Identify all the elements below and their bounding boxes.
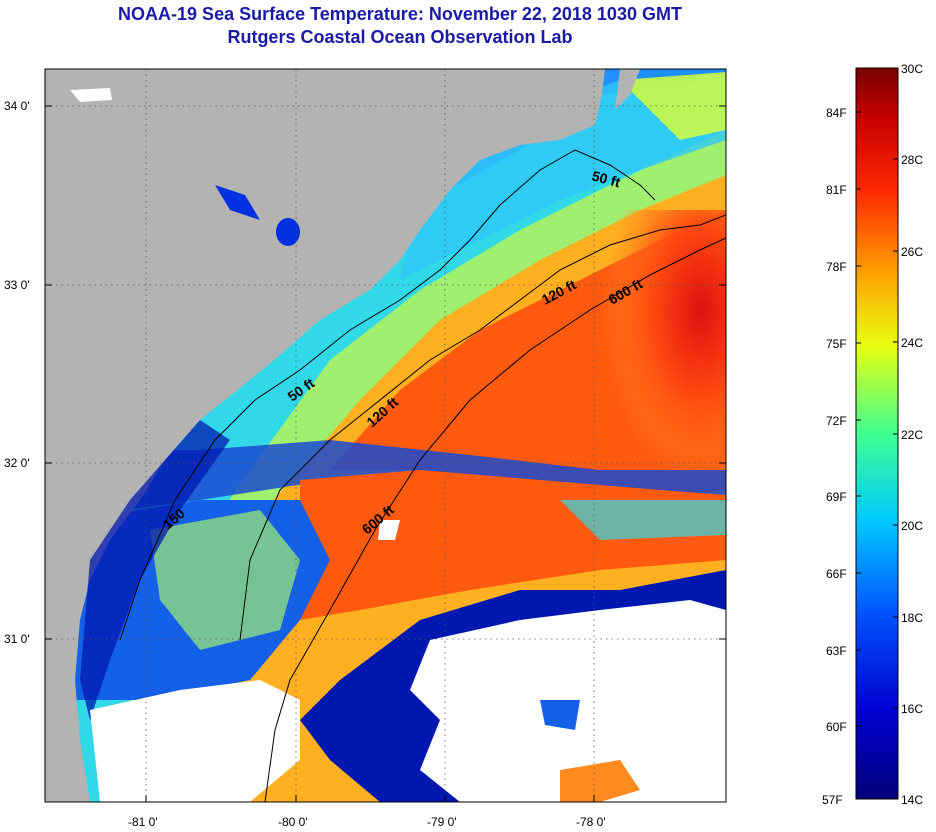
southern-mid-shelf — [150, 510, 300, 650]
map-subtitle: Rutgers Coastal Ocean Observation Lab — [227, 27, 573, 47]
contour-600ft — [264, 237, 726, 802]
cool-filament — [560, 500, 726, 540]
contour-50ft — [119, 149, 656, 641]
gulf-stream-core — [560, 210, 726, 500]
map-frame — [44, 68, 727, 803]
coastal-cold-water — [80, 420, 230, 720]
colorbar-label-78f: 78F — [826, 260, 847, 274]
inland-lake — [276, 218, 300, 246]
inland-cloud-patch — [70, 88, 112, 102]
grid-lines — [45, 69, 726, 802]
lat-label-33: 33 0' — [4, 278, 30, 292]
colorbar-label-16c: 16C — [901, 702, 923, 716]
colorbar-label-14c: 14C — [901, 793, 923, 807]
colorbar-label-28c: 28C — [901, 153, 923, 167]
land-mass — [45, 69, 605, 802]
lon-label-79: -79 0' — [427, 815, 457, 829]
cloud-gap — [540, 700, 580, 730]
colorbar-label-22c: 22C — [901, 428, 923, 442]
colorbar-label-63f: 63F — [826, 644, 847, 658]
colorbar-label-26c: 26C — [901, 245, 923, 259]
colorbar-label-81f: 81F — [826, 183, 847, 197]
colorbar-ticks — [856, 67, 898, 800]
colorbar-label-30c: 30C — [901, 62, 923, 76]
tick-marks — [45, 105, 726, 802]
lon-label-80: -80 0' — [278, 815, 308, 829]
lat-label-34: 34 0' — [4, 99, 30, 113]
lon-label-78: -78 0' — [576, 815, 606, 829]
colorbar-label-84f: 84F — [826, 106, 847, 120]
small-cloud — [378, 520, 400, 540]
barrier-island — [615, 69, 640, 110]
north-coastal-water — [400, 75, 726, 280]
lat-label-32: 32 0' — [4, 456, 30, 470]
colorbar-label-18c: 18C — [901, 611, 923, 625]
colorbar-label-66f: 66F — [826, 567, 847, 581]
colorbar — [855, 67, 899, 800]
map-plot-area — [45, 69, 726, 802]
colorbar-label-57f: 57F — [822, 793, 843, 807]
colorbar-label-24c: 24C — [901, 336, 923, 350]
colorbar-label-75f: 75F — [826, 337, 847, 351]
colorbar-label-20c: 20C — [901, 519, 923, 533]
colorbar-label-72f: 72F — [826, 414, 847, 428]
map-title: NOAA-19 Sea Surface Temperature: Novembe… — [118, 4, 682, 24]
cloud-cover-south — [90, 680, 300, 802]
inland-water — [215, 185, 260, 220]
colorbar-label-69f: 69F — [826, 490, 847, 504]
depth-contours — [119, 149, 726, 802]
contour-label-50ft-north: 50 ft — [590, 167, 622, 190]
warm-gap — [560, 760, 640, 802]
contour-120ft — [239, 214, 726, 641]
lat-label-31: 31 0' — [4, 632, 30, 646]
colorbar-label-60f: 60F — [826, 720, 847, 734]
lon-label-81: -81 0' — [128, 815, 158, 829]
